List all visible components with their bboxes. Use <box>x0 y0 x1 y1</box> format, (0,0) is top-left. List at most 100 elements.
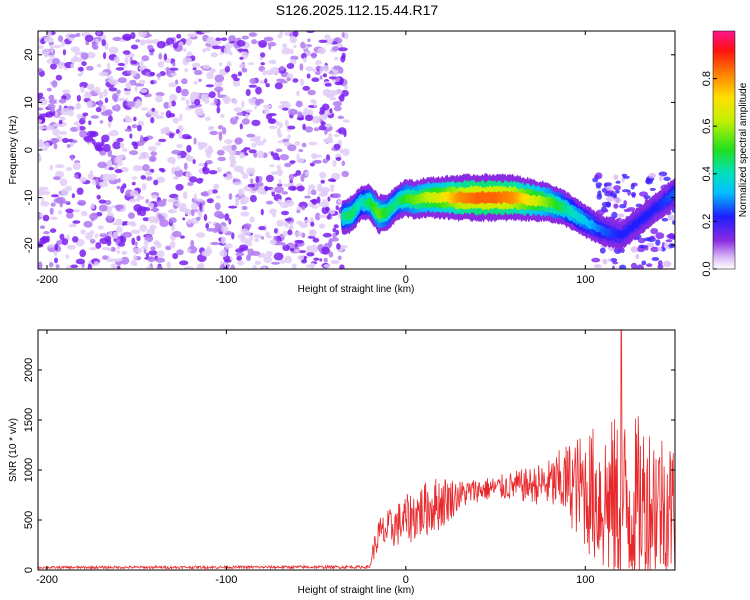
noise-blob <box>133 116 137 122</box>
noise-blob <box>176 249 184 256</box>
noise-blob <box>172 230 182 238</box>
noise-blob <box>157 61 165 68</box>
noise-blob <box>250 178 254 184</box>
noise-blob <box>61 188 69 196</box>
noise-blob <box>294 249 300 253</box>
noise-blob <box>53 250 58 256</box>
noise-blob <box>265 231 270 238</box>
noise-blob <box>168 101 172 109</box>
noise-blob <box>54 164 65 169</box>
noise-blob <box>169 94 178 102</box>
noise-blob <box>273 252 284 261</box>
noise-blob <box>38 189 45 196</box>
noise-blob <box>206 71 214 80</box>
noise-blob <box>636 264 644 269</box>
noise-blob <box>255 175 260 184</box>
noise-blob <box>239 244 249 251</box>
noise-blob <box>200 31 211 34</box>
noise-blob <box>651 257 660 261</box>
noise-blob <box>84 34 94 43</box>
noise-blob <box>239 152 246 159</box>
noise-blob <box>160 112 165 116</box>
noise-blob <box>186 248 192 253</box>
noise-blob <box>240 211 250 217</box>
noise-blob <box>87 263 92 269</box>
noise-blob <box>50 45 54 54</box>
noise-blob <box>298 148 304 153</box>
noise-blob <box>663 242 668 248</box>
noise-blob <box>148 145 157 152</box>
noise-blob <box>648 172 657 179</box>
noise-blob <box>612 261 619 265</box>
noise-blob <box>162 198 167 202</box>
noise-blob <box>302 85 311 91</box>
noise-blob <box>108 167 115 171</box>
noise-blob <box>50 138 60 143</box>
noise-blob <box>237 233 246 240</box>
noise-blob <box>337 255 342 261</box>
noise-blob <box>312 68 317 73</box>
noise-blob <box>621 189 630 193</box>
noise-blob <box>630 246 638 253</box>
noise-blob <box>83 220 93 228</box>
noise-blob <box>329 96 337 101</box>
noise-blob <box>160 127 170 134</box>
noise-blob <box>613 185 621 191</box>
noise-blob <box>66 265 72 269</box>
noise-blob <box>176 143 183 149</box>
noise-blob <box>637 237 646 244</box>
noise-blob <box>44 141 50 149</box>
noise-blob <box>199 202 203 211</box>
noise-blob <box>324 140 334 144</box>
noise-blob <box>228 218 232 225</box>
noise-blob <box>281 191 289 195</box>
noise-blob <box>233 107 243 112</box>
noise-blob <box>94 86 101 94</box>
noise-blob <box>49 228 57 233</box>
noise-blob <box>246 167 256 175</box>
noise-blob <box>218 133 223 141</box>
noise-blob <box>106 62 111 71</box>
noise-blob <box>141 245 149 250</box>
noise-blob <box>198 78 202 83</box>
noise-blob <box>621 173 628 177</box>
noise-blob <box>202 48 207 53</box>
spectrogram-y-label: Frequency (Hz) <box>8 116 19 185</box>
noise-blob <box>179 113 183 122</box>
noise-blob <box>185 153 191 161</box>
noise-blob <box>251 119 261 127</box>
noise-blob <box>114 204 124 210</box>
noise-blob <box>156 73 162 78</box>
noise-blob <box>76 113 83 120</box>
noise-blob <box>213 97 218 105</box>
noise-blob <box>38 125 45 130</box>
noise-blob <box>98 91 104 100</box>
noise-blob <box>150 246 156 251</box>
noise-blob <box>156 266 163 269</box>
noise-blob <box>602 258 608 265</box>
noise-blob <box>94 233 99 239</box>
noise-blob <box>302 123 306 131</box>
noise-blob <box>263 107 270 115</box>
noise-blob <box>315 60 322 66</box>
noise-blob <box>105 215 114 223</box>
noise-blob <box>58 105 62 111</box>
noise-blob <box>650 228 659 235</box>
noise-blob <box>207 145 213 153</box>
noise-blob <box>221 145 231 151</box>
noise-blob <box>237 48 247 52</box>
noise-blob <box>38 92 44 97</box>
noise-blob <box>613 203 619 209</box>
colorbar-tick-label: 0.0 <box>701 261 713 276</box>
noise-blob <box>136 165 145 171</box>
noise-blob <box>312 237 320 243</box>
noise-blob <box>315 65 321 70</box>
noise-blob <box>315 212 321 221</box>
noise-blob <box>224 243 233 249</box>
noise-blob <box>265 174 274 183</box>
noise-blob <box>266 200 274 205</box>
noise-blob <box>275 148 283 153</box>
noise-blob <box>299 63 304 71</box>
noise-blob <box>145 199 149 204</box>
noise-blob <box>74 57 84 63</box>
